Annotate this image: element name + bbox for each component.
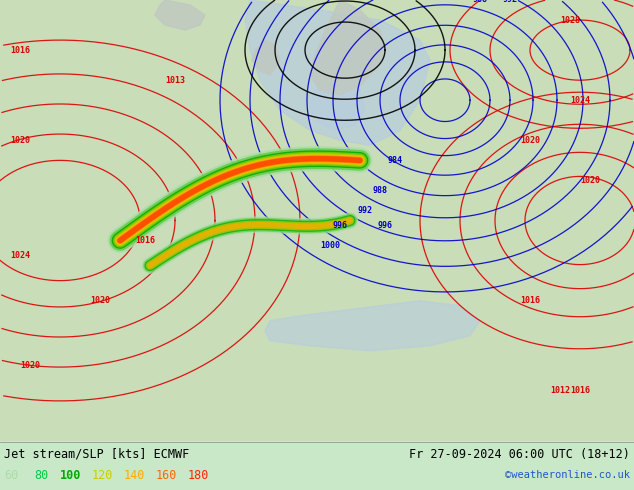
Text: 1020: 1020: [20, 361, 40, 370]
Text: 1020: 1020: [10, 136, 30, 145]
Text: 1016: 1016: [570, 387, 590, 395]
Text: 1020: 1020: [90, 296, 110, 305]
Text: 100: 100: [60, 468, 81, 482]
Text: 992: 992: [358, 206, 373, 215]
Text: 160: 160: [156, 468, 178, 482]
Polygon shape: [310, 0, 385, 95]
Polygon shape: [155, 0, 205, 30]
Text: 1024: 1024: [10, 251, 30, 260]
Polygon shape: [245, 0, 430, 146]
Text: 1020: 1020: [580, 176, 600, 185]
Text: 80: 80: [34, 468, 48, 482]
Text: 992: 992: [503, 0, 517, 4]
Text: 1016: 1016: [520, 296, 540, 305]
Text: 1013: 1013: [165, 75, 185, 85]
Text: 1024: 1024: [570, 96, 590, 105]
Text: 984: 984: [387, 156, 403, 165]
Text: 988: 988: [373, 186, 387, 195]
Polygon shape: [310, 80, 365, 130]
Text: 1016: 1016: [135, 236, 155, 245]
Polygon shape: [0, 0, 634, 441]
Text: 140: 140: [124, 468, 145, 482]
Text: Jet stream/SLP [kts] ECMWF: Jet stream/SLP [kts] ECMWF: [4, 447, 190, 461]
Text: 1020: 1020: [520, 136, 540, 145]
Text: 1016: 1016: [10, 46, 30, 54]
Text: 60: 60: [4, 468, 18, 482]
Text: ©weatheronline.co.uk: ©weatheronline.co.uk: [505, 470, 630, 480]
Text: 1012: 1012: [550, 387, 570, 395]
Text: 180: 180: [188, 468, 209, 482]
Text: 996: 996: [377, 221, 392, 230]
Text: 1000: 1000: [320, 241, 340, 250]
Polygon shape: [265, 301, 480, 351]
Text: 996: 996: [332, 221, 347, 230]
Text: Fr 27-09-2024 06:00 UTC (18+12): Fr 27-09-2024 06:00 UTC (18+12): [409, 447, 630, 461]
Text: 1028: 1028: [560, 16, 580, 24]
Text: 988: 988: [472, 0, 488, 4]
Text: 120: 120: [92, 468, 113, 482]
Polygon shape: [252, 40, 280, 75]
